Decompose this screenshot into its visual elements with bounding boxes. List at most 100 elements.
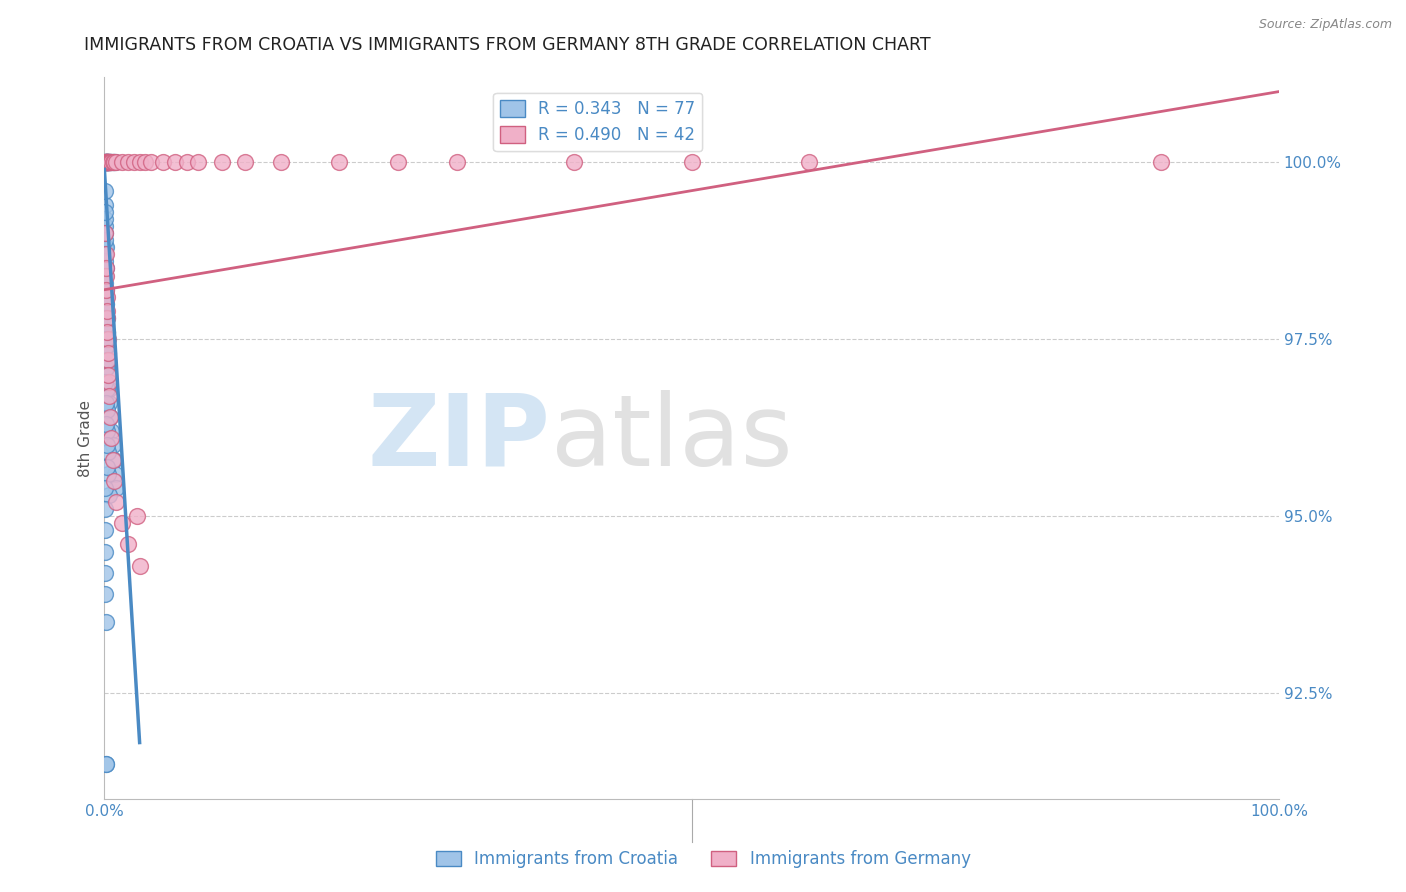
Point [97, 332, 120, 346]
Legend: Immigrants from Croatia, Immigrants from Germany: Immigrants from Croatia, Immigrants from… [429, 844, 977, 875]
Point [94, 247, 117, 261]
Point [103, 155, 125, 169]
Point [128, 558, 150, 573]
Point [105, 481, 128, 495]
Point [97, 353, 120, 368]
Point [94, 247, 117, 261]
Point [100, 155, 122, 169]
Point [94, 396, 117, 410]
Point [96, 155, 118, 169]
Point [94, 155, 117, 169]
Point [104, 467, 127, 481]
Point [96, 155, 118, 169]
Point [94, 332, 117, 346]
Point [100, 431, 122, 445]
Point [797, 155, 820, 169]
Point [97, 155, 120, 169]
Point [94, 283, 117, 297]
Point [141, 155, 163, 169]
Point [94, 240, 117, 254]
Point [96, 438, 118, 452]
Point [97, 368, 120, 382]
Point [187, 155, 209, 169]
Point [105, 495, 128, 509]
Point [96, 155, 118, 169]
Point [94, 615, 117, 630]
Point [97, 467, 120, 481]
Point [134, 155, 156, 169]
Point [328, 155, 350, 169]
Point [94, 155, 117, 169]
Point [96, 459, 118, 474]
Point [94, 240, 117, 254]
Point [94, 155, 117, 169]
Text: atlas: atlas [551, 390, 793, 487]
Point [98, 155, 121, 169]
Point [96, 325, 118, 339]
Point [94, 756, 117, 771]
Point [94, 587, 117, 601]
Point [111, 516, 134, 531]
Point [97, 155, 120, 169]
Point [98, 155, 121, 169]
Point [94, 375, 117, 389]
Point [117, 155, 139, 169]
Point [94, 155, 117, 169]
Point [117, 537, 139, 551]
Point [96, 325, 118, 339]
Point [97, 353, 120, 368]
Point [98, 382, 121, 396]
Point [152, 155, 174, 169]
Point [94, 268, 117, 283]
Point [163, 155, 186, 169]
Point [211, 155, 233, 169]
Point [94, 297, 117, 311]
Point [98, 389, 121, 403]
Point [94, 155, 117, 169]
Point [97, 155, 120, 169]
Point [96, 155, 118, 169]
Text: Source: ZipAtlas.com: Source: ZipAtlas.com [1258, 18, 1392, 31]
Point [98, 396, 121, 410]
Point [96, 339, 118, 353]
Point [100, 155, 122, 169]
Point [94, 155, 117, 169]
Point [97, 155, 120, 169]
Point [96, 382, 118, 396]
Point [96, 353, 118, 368]
Point [681, 155, 703, 169]
Point [100, 424, 122, 438]
Point [94, 283, 117, 297]
Point [101, 438, 124, 452]
Point [446, 155, 468, 169]
Point [111, 155, 134, 169]
Y-axis label: 8th Grade: 8th Grade [79, 400, 93, 477]
Point [122, 155, 145, 169]
Point [94, 311, 117, 326]
Point [94, 155, 117, 169]
Point [97, 368, 120, 382]
Point [103, 452, 125, 467]
Point [94, 360, 117, 375]
Point [96, 155, 118, 169]
Point [97, 346, 120, 360]
Point [96, 311, 118, 326]
Point [94, 219, 117, 233]
Point [94, 155, 117, 169]
Point [101, 155, 124, 169]
Point [94, 481, 117, 495]
Point [97, 155, 120, 169]
Point [94, 276, 117, 290]
Text: IMMIGRANTS FROM CROATIA VS IMMIGRANTS FROM GERMANY 8TH GRADE CORRELATION CHART: IMMIGRANTS FROM CROATIA VS IMMIGRANTS FR… [84, 36, 931, 54]
Point [98, 155, 121, 169]
Legend: R = 0.343   N = 77, R = 0.490   N = 42: R = 0.343 N = 77, R = 0.490 N = 42 [494, 93, 702, 151]
Point [94, 261, 117, 276]
Point [94, 155, 117, 169]
Point [94, 211, 117, 226]
Point [98, 155, 121, 169]
Point [94, 523, 117, 537]
Point [94, 254, 117, 268]
Point [94, 233, 117, 247]
Point [98, 155, 121, 169]
Point [94, 205, 117, 219]
